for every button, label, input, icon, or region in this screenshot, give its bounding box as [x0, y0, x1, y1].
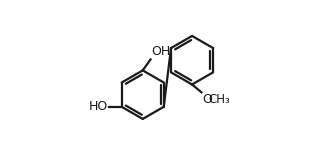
Text: HO: HO: [89, 100, 109, 112]
Text: OH: OH: [151, 45, 171, 58]
Text: O: O: [202, 93, 212, 106]
Text: CH₃: CH₃: [208, 93, 230, 106]
